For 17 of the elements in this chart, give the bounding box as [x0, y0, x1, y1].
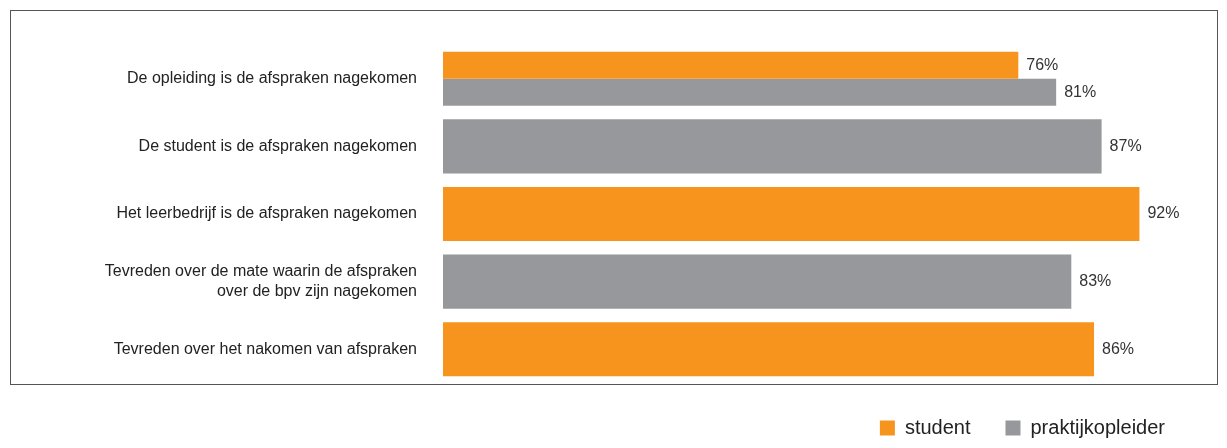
legend-label: student	[904, 415, 971, 438]
legend-label: praktijkopleider	[1030, 415, 1166, 438]
y-tick-label: De student is de afspraken nagekomen	[138, 136, 417, 154]
y-tick-label: De opleiding is de afspraken nagekomen	[127, 69, 417, 87]
data-label: 86%	[1102, 339, 1135, 357]
bar	[443, 119, 1102, 174]
data-label: 83%	[1079, 272, 1112, 290]
bar	[443, 322, 1095, 377]
data-label: 81%	[1064, 82, 1097, 100]
bar	[443, 254, 1072, 309]
data-label: 92%	[1147, 204, 1180, 222]
y-tick-label: Tevreden over de mate waarin de afspraken over de bpv zijn nagekomen	[104, 262, 417, 299]
data-label: 76%	[1026, 55, 1059, 73]
y-tick-label: Het leerbedrijf is de afspraken nagekomen	[116, 204, 417, 222]
y-tick-label: Tevreden over het nakomen van afspraken	[113, 339, 417, 357]
data-label: 87%	[1109, 136, 1142, 154]
bar	[443, 186, 1140, 242]
